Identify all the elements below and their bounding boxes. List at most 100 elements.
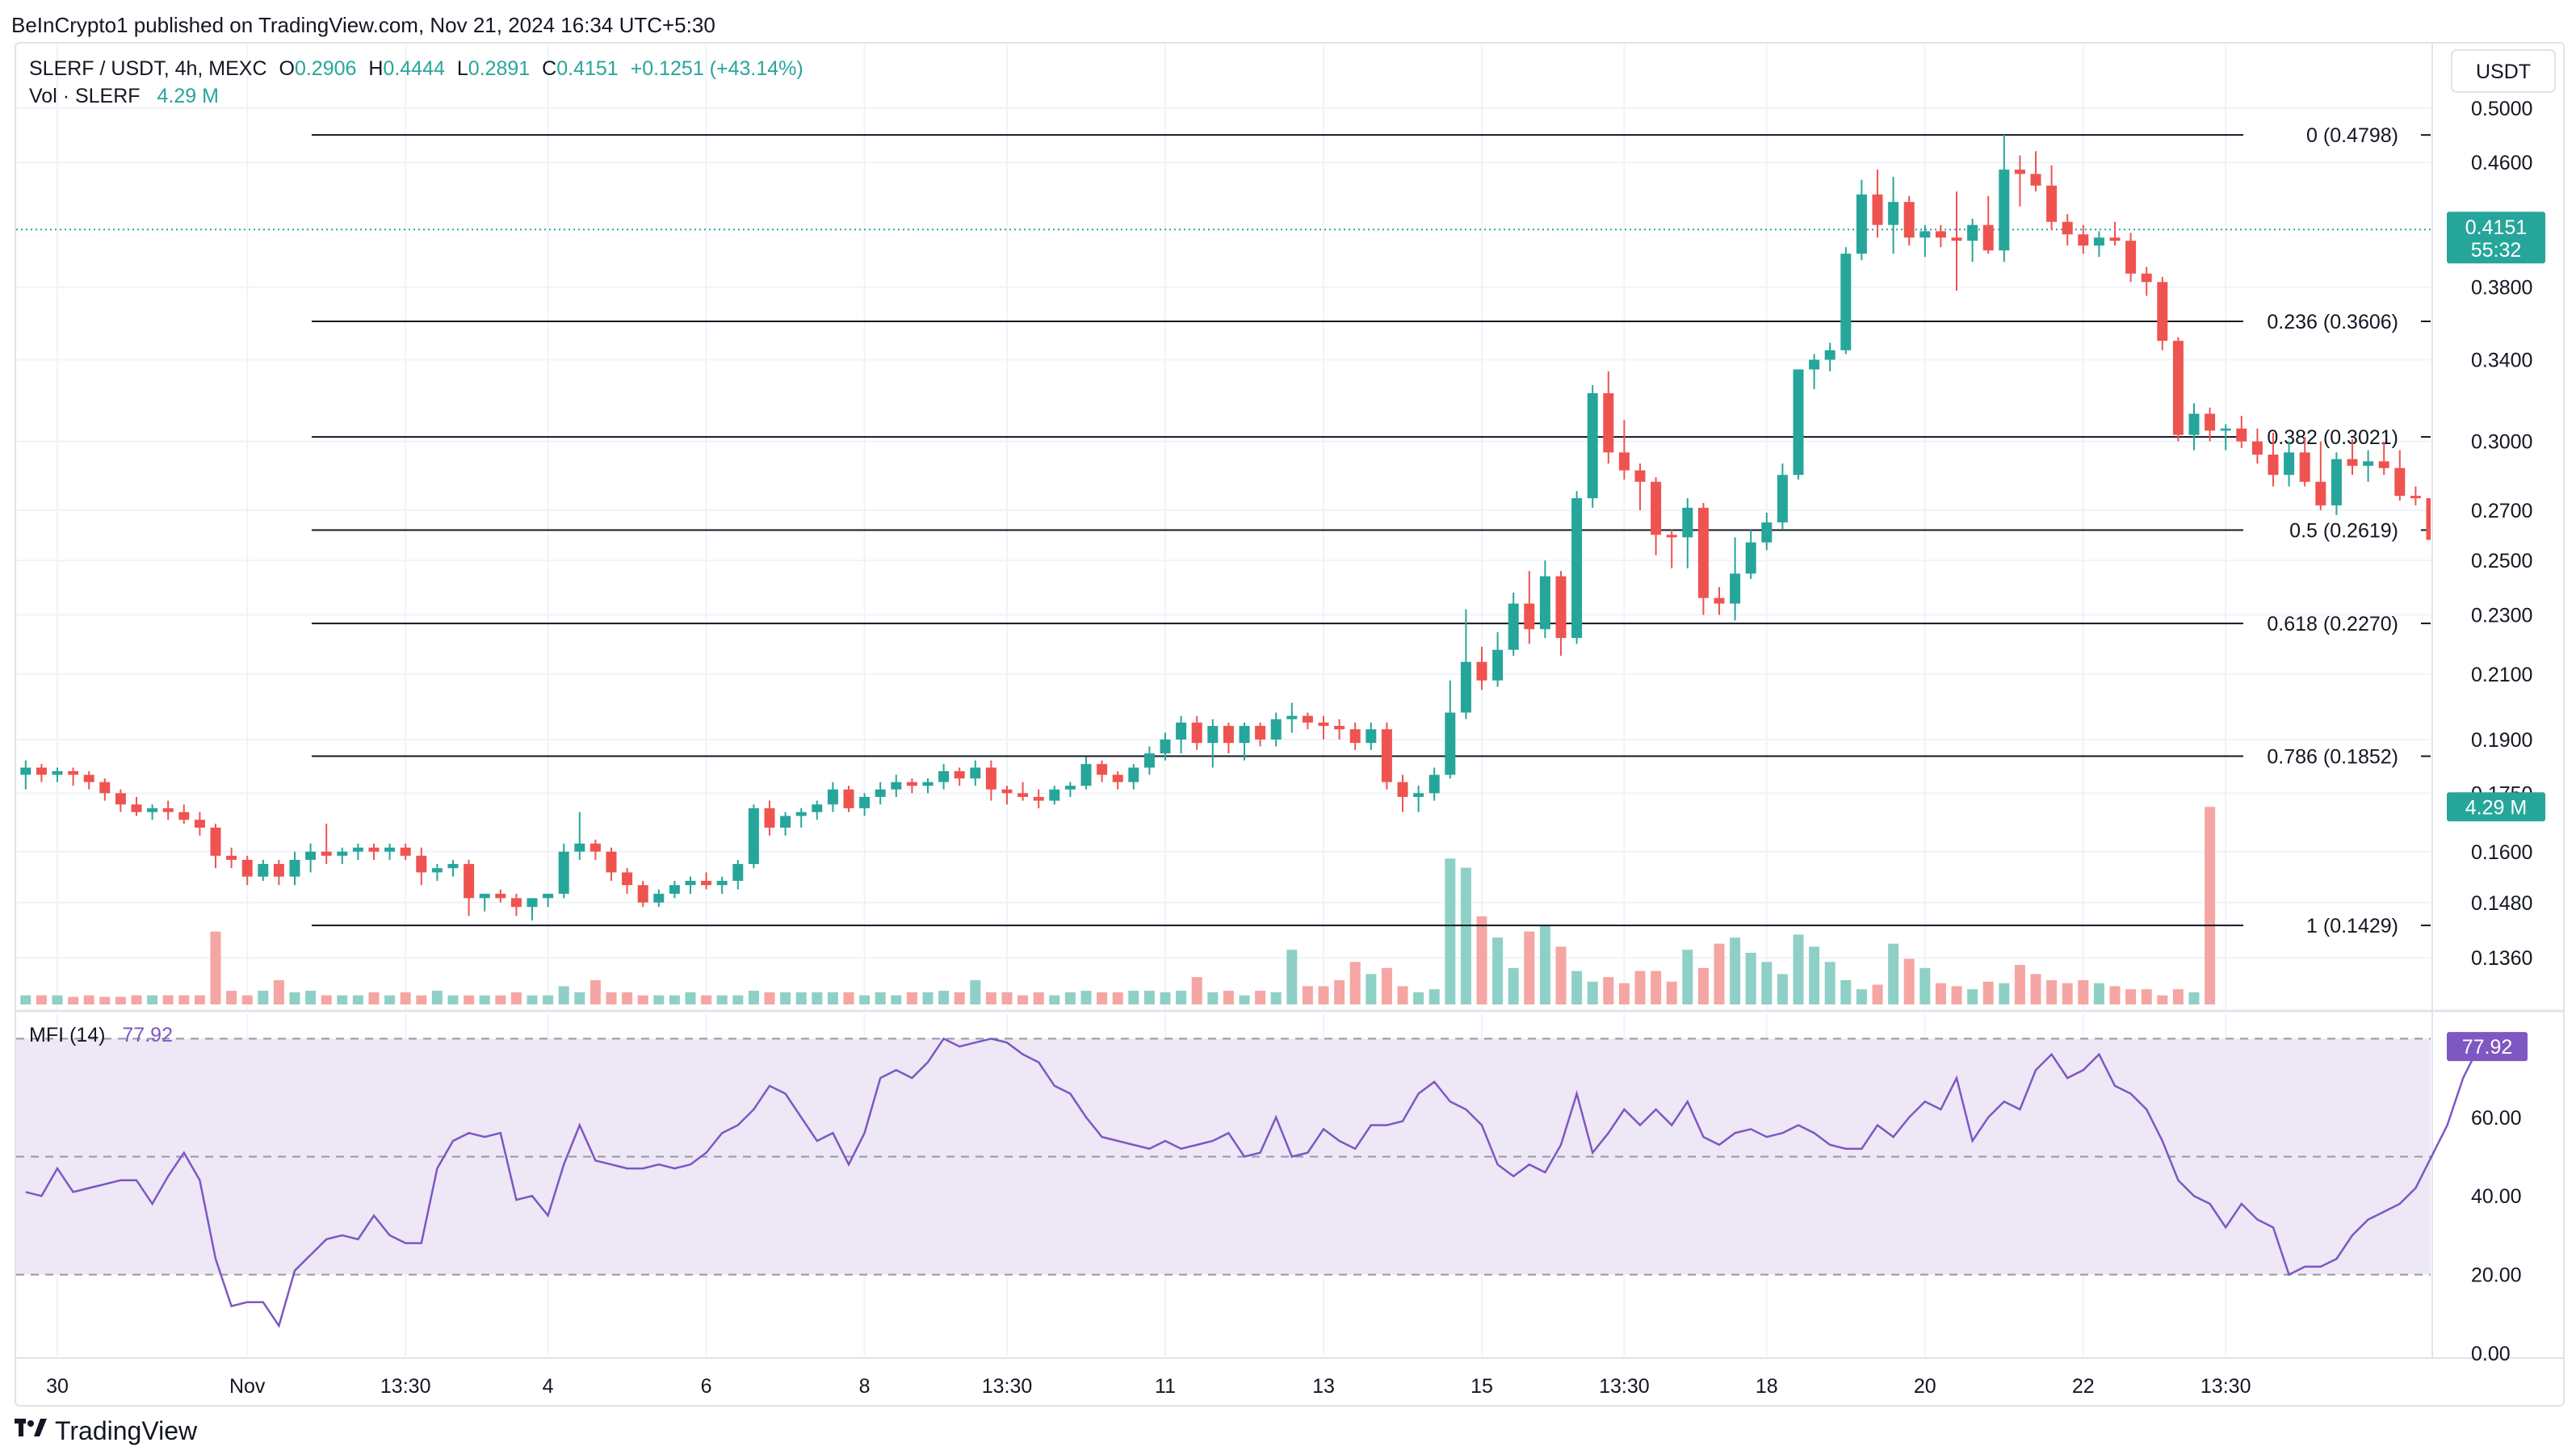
volume-bar: [764, 992, 775, 1004]
candle-body: [1856, 194, 1867, 254]
candle-body: [558, 851, 569, 894]
candle-body: [2299, 452, 2310, 482]
volume-bar: [954, 992, 965, 1004]
volume-bar: [1824, 962, 1836, 1004]
legend-volume-value: 4.29 M: [157, 85, 219, 107]
volume-bar: [431, 991, 443, 1004]
tradingview-wordmark: TradingView: [55, 1415, 198, 1445]
candle-body: [479, 893, 490, 899]
currency-button-box[interactable]: [2451, 49, 2556, 93]
volume-bar: [52, 995, 63, 1004]
candle-body: [1967, 224, 1978, 241]
volume-bar: [1223, 991, 1234, 1004]
price-tick-label: 0.2700: [2471, 500, 2532, 522]
volume-bar: [1460, 867, 1471, 1004]
candle-body: [2410, 496, 2421, 499]
volume-bar: [1840, 979, 1852, 1004]
volume-bar: [368, 992, 380, 1004]
candle-body: [1840, 254, 1852, 350]
candle-body: [1539, 576, 1550, 630]
volume-bar: [147, 995, 158, 1004]
candle-body: [1112, 774, 1123, 782]
volume-bar: [273, 979, 284, 1004]
volume-bar: [1856, 989, 1867, 1004]
candle-body: [464, 864, 475, 899]
legend-high-label: H: [368, 57, 383, 80]
volume-bar: [653, 995, 665, 1004]
volume-bar: [1143, 991, 1155, 1004]
tradingview-brand[interactable]: TradingView: [15, 1415, 197, 1447]
candle-body: [1872, 194, 1883, 225]
candle-body: [1730, 573, 1741, 604]
volume-bar: [1334, 979, 1345, 1004]
fib-level-label: 0.786 (0.1852): [2267, 746, 2398, 769]
volume-bar: [131, 995, 142, 1004]
time-tick-label: 18: [1756, 1375, 1778, 1398]
time-tick-label: 22: [2072, 1375, 2095, 1398]
candle-body: [859, 796, 871, 809]
time-tick-label: 8: [859, 1375, 871, 1398]
mfi-tag-value: 77.92: [2462, 1036, 2513, 1059]
candle-body: [384, 847, 396, 852]
candle-body: [2363, 461, 2374, 466]
mfi-tag: 77.92: [2447, 1032, 2528, 1062]
mfi-line: [25, 1037, 2480, 1328]
candle-body: [1413, 793, 1424, 797]
volume-bar: [2205, 807, 2216, 1004]
candle-body: [1524, 603, 1535, 630]
candle-body: [637, 885, 648, 903]
candle-body: [337, 851, 348, 856]
candle-body: [827, 789, 838, 805]
currency-button[interactable]: USDT: [2476, 61, 2531, 83]
volume-bar: [210, 931, 221, 1004]
candle-body: [1603, 393, 1614, 453]
volume-bar: [1302, 986, 1313, 1004]
candle-body: [1239, 726, 1250, 744]
time-axis[interactable]: 30 Nov 13:30 4 6 8 13:30 11 13 15 13:30 18 20 22 13:30: [46, 1375, 2251, 1398]
candle-body: [1366, 729, 1377, 744]
price-axis[interactable]: 0.50000.46000.41510.38000.34000.30000.27…: [2471, 98, 2532, 970]
candle-body: [716, 880, 728, 886]
volume-bar: [1270, 992, 1282, 1004]
volume-bar: [938, 991, 950, 1004]
candle-body: [1397, 782, 1408, 797]
fibonacci-retracement[interactable]: 0 (0.4798) 0.236 (0.3606) 0.382 (0.3021) 0.…: [312, 124, 2431, 937]
volume-bar: [1761, 962, 1773, 1004]
volume-bar: [859, 995, 871, 1004]
candle-body: [2473, 229, 2484, 462]
volume-bar: [1097, 992, 1108, 1004]
candle-body: [1460, 661, 1471, 713]
candle-body: [20, 767, 31, 775]
candle-body: [178, 811, 190, 820]
mfi-indicator: [16, 1037, 2480, 1328]
candle-body: [1476, 661, 1487, 681]
candle-body: [1001, 789, 1013, 794]
volume-bar: [1445, 858, 1456, 1004]
candle-body: [1097, 764, 1108, 775]
candle-body: [543, 893, 554, 899]
candle-body: [1080, 764, 1092, 786]
volume-bar: [2157, 995, 2168, 1004]
legend-close-label: C: [542, 57, 556, 80]
candle-body: [1191, 722, 1202, 744]
candle-body: [970, 767, 981, 779]
volume-bar: [321, 995, 332, 1004]
mfi-axis[interactable]: 0.00 20.00 40.00 60.00: [2471, 1107, 2522, 1365]
time-tick-label: 13:30: [982, 1375, 1033, 1398]
volume-bar: [2172, 989, 2184, 1004]
volume-bar: [685, 992, 696, 1004]
candle-body: [2046, 185, 2058, 222]
volume-bar: [669, 995, 680, 1004]
candle-body: [685, 880, 696, 886]
candle-body: [875, 789, 886, 797]
volume-bar: [606, 992, 617, 1004]
legend-change: +0.1251 (+43.14%): [631, 57, 803, 80]
candle-body: [2268, 455, 2279, 476]
time-tick-label: 13:30: [1599, 1375, 1650, 1398]
candle-body: [226, 855, 237, 860]
last-price-value: 0.4151: [2465, 216, 2527, 239]
volume-bar: [716, 995, 728, 1004]
volume-bar: [1777, 974, 1788, 1004]
time-tick-label: 15: [1471, 1375, 1493, 1398]
